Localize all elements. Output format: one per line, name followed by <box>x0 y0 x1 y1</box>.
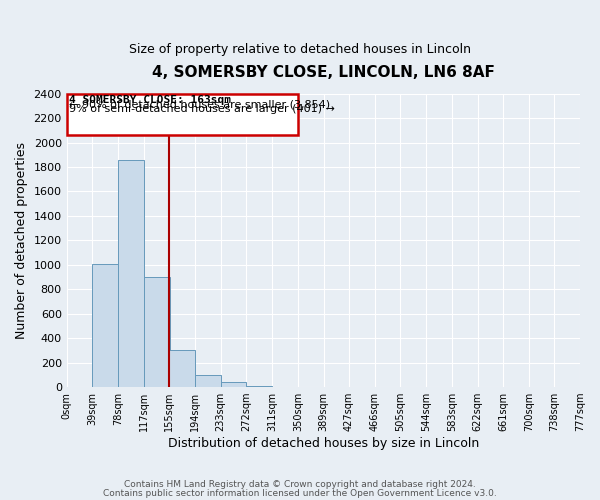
Text: 4 SOMERSBY CLOSE: 163sqm: 4 SOMERSBY CLOSE: 163sqm <box>70 95 232 105</box>
Bar <box>195 375 221 387</box>
Bar <box>247 386 272 387</box>
Text: Size of property relative to detached houses in Lincoln: Size of property relative to detached ho… <box>129 42 471 56</box>
Text: ← 90% of detached houses are smaller (3,854): ← 90% of detached houses are smaller (3,… <box>70 100 331 110</box>
Bar <box>169 350 195 387</box>
Text: Contains HM Land Registry data © Crown copyright and database right 2024.: Contains HM Land Registry data © Crown c… <box>124 480 476 489</box>
Bar <box>67 94 298 135</box>
Text: Contains public sector information licensed under the Open Government Licence v3: Contains public sector information licen… <box>103 489 497 498</box>
Title: 4, SOMERSBY CLOSE, LINCOLN, LN6 8AF: 4, SOMERSBY CLOSE, LINCOLN, LN6 8AF <box>152 65 495 80</box>
Bar <box>221 382 247 387</box>
Y-axis label: Number of detached properties: Number of detached properties <box>15 142 28 339</box>
Text: 9% of semi-detached houses are larger (401) →: 9% of semi-detached houses are larger (4… <box>70 104 335 115</box>
Bar <box>92 264 118 387</box>
Bar <box>118 160 144 387</box>
Bar <box>144 277 170 387</box>
X-axis label: Distribution of detached houses by size in Lincoln: Distribution of detached houses by size … <box>168 437 479 450</box>
